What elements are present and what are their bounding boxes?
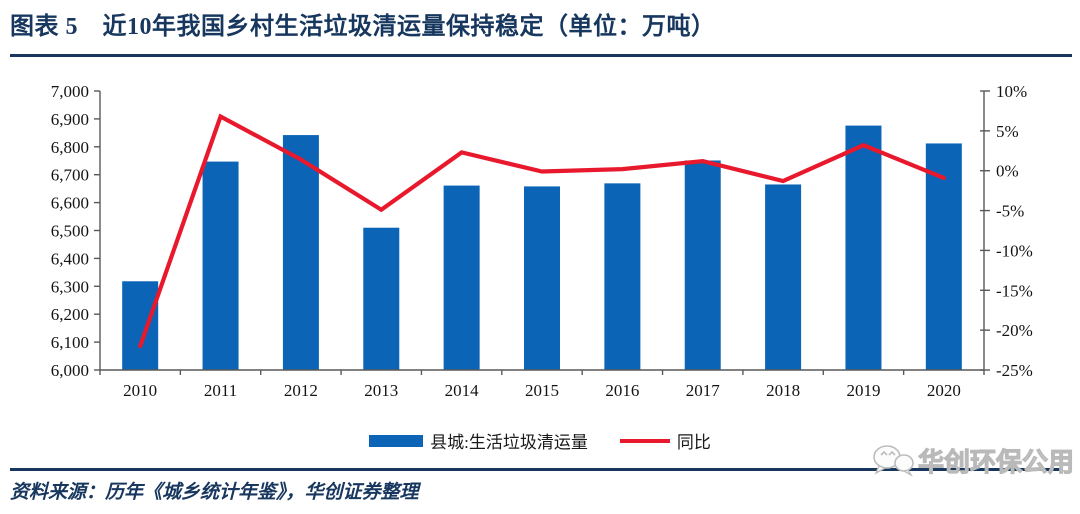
left-tick-label: 6,700 (51, 166, 89, 185)
left-tick-label: 6,100 (51, 333, 89, 352)
watermark: 华创环保公用 (871, 442, 1075, 479)
chart-legend: 县城:生活垃圾清运量 同比 (0, 428, 1080, 453)
right-tick-label: -5% (996, 202, 1024, 221)
left-tick-label: 6,400 (51, 249, 89, 268)
x-tick-label: 2010 (123, 381, 157, 400)
watermark-text: 华创环保公用 (917, 448, 1074, 478)
left-tick-label: 6,500 (51, 222, 89, 241)
title-divider (10, 54, 1072, 57)
x-tick-label: 2015 (525, 381, 559, 400)
x-tick-label: 2011 (204, 381, 237, 400)
bar-2015 (524, 186, 560, 370)
bar-2019 (845, 125, 882, 370)
wechat-icon (873, 444, 914, 477)
yoy-line (138, 113, 946, 349)
bar-2020 (925, 143, 962, 370)
bar-series (122, 125, 962, 370)
right-tick-label: -10% (996, 241, 1033, 260)
bar-2014 (443, 185, 480, 370)
left-tick-label: 6,600 (51, 194, 89, 213)
x-tick-label: 2018 (766, 381, 800, 400)
x-tick-label: 2012 (284, 381, 318, 400)
left-tick-label: 6,300 (51, 277, 89, 296)
bar-2010 (122, 281, 159, 370)
figure-title: 图表 5 近10年我国乡村生活垃圾清运量保持稳定（单位：万吨） (10, 14, 716, 40)
left-tick-label: 7,000 (51, 82, 89, 101)
bar-2011 (202, 161, 239, 370)
x-tick-label: 2019 (846, 381, 880, 400)
x-tick-label: 2017 (686, 381, 721, 400)
legend-bar-swatch (369, 434, 424, 447)
footer-divider (10, 468, 1062, 471)
legend-item-line: 同比 (619, 428, 711, 453)
left-tick-label: 6,900 (51, 110, 89, 129)
bar-2012 (282, 135, 319, 370)
right-tick-label: -20% (996, 321, 1033, 340)
right-tick-label: -25% (996, 361, 1033, 380)
x-tick-label: 2016 (605, 381, 639, 400)
axes (94, 90, 990, 375)
legend-bar-label: 县城:生活垃圾清运量 (430, 433, 588, 452)
right-tick-label: 10% (996, 82, 1027, 101)
left-tick-label: 6,800 (51, 138, 89, 157)
left-tick-label: 6,200 (51, 305, 89, 324)
x-tick-label: 2013 (364, 381, 398, 400)
right-tick-label: 5% (996, 122, 1019, 141)
legend-item-bar: 县城:生活垃圾清运量 (369, 428, 588, 453)
right-tick-label: -15% (996, 281, 1033, 300)
bar-2017 (684, 160, 721, 370)
right-tick-label: 0% (996, 162, 1019, 181)
source-note: 资料来源：历年《城乡统计年鉴》，华创证券整理 (10, 482, 419, 503)
bar-2013 (363, 227, 400, 370)
bar-2018 (765, 184, 802, 370)
legend-line-label: 同比 (676, 433, 711, 452)
x-tick-label: 2020 (927, 381, 961, 400)
left-tick-label: 6,000 (51, 361, 89, 380)
axis-labels: 7,000 6,900 6,800 6,700 6,600 6,500 6,400 6,300… (51, 82, 1033, 400)
x-tick-label: 2014 (445, 381, 480, 400)
bar-2016 (604, 183, 641, 370)
legend-line-swatch (619, 438, 670, 443)
